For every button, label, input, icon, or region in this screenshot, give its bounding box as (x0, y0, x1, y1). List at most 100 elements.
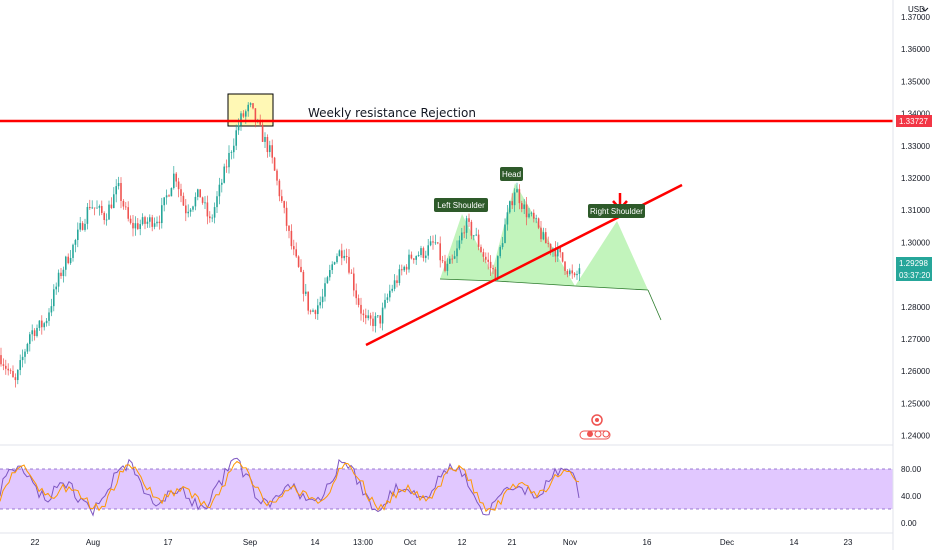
candle-body (117, 183, 120, 187)
candle-body (374, 316, 377, 327)
candle-body (144, 217, 146, 224)
currency-chevron-icon[interactable] (921, 7, 929, 12)
candle-body (86, 206, 89, 224)
last-price-badge: 1.29298 03:37:20 (896, 257, 932, 281)
candle-body (511, 201, 513, 206)
candle-body (345, 255, 348, 257)
candle-body (230, 152, 233, 153)
candle-body (333, 262, 336, 265)
candle-body (187, 211, 189, 214)
candle-body (199, 189, 201, 198)
candle-body (235, 130, 237, 146)
candle-body (60, 272, 62, 277)
candle-body (516, 189, 518, 193)
candle-body (384, 299, 386, 308)
projection-line (647, 289, 662, 321)
candle-body (189, 209, 192, 212)
candle-body (521, 203, 523, 209)
candle-body (338, 250, 341, 257)
candle-body (319, 302, 321, 306)
candle-body (101, 206, 103, 213)
candle-body (96, 207, 98, 209)
candle-body (7, 368, 9, 371)
candle-body (163, 197, 165, 206)
candle-body (470, 221, 473, 236)
candle-body (576, 273, 578, 276)
candle-body (569, 270, 571, 275)
candle-body (168, 195, 170, 197)
candle-body (549, 243, 552, 251)
candle-body (523, 204, 525, 209)
candle-body (513, 192, 516, 206)
candle-body (211, 217, 213, 219)
candle-body (444, 261, 446, 271)
left-shoulder-triangle (440, 214, 496, 281)
candle-body (475, 234, 477, 236)
candle-body (225, 166, 228, 168)
candle-body (482, 252, 485, 257)
head-badge: Head (500, 167, 523, 181)
candle-body (216, 196, 218, 208)
price-tick-label: 1.27000 (901, 335, 930, 344)
candle-body (65, 256, 67, 270)
price-tick-label: 1.33000 (901, 142, 930, 151)
candle-body (141, 217, 144, 225)
candle-body (571, 270, 573, 274)
candle-body (389, 290, 391, 298)
candle-body (252, 103, 254, 109)
candle-body (465, 218, 468, 233)
candle-body (290, 230, 293, 247)
candle-body (38, 320, 41, 328)
candle-body (29, 334, 31, 344)
candle-body (110, 204, 113, 209)
candle-body (192, 206, 194, 210)
candle-body (218, 184, 221, 197)
candle-body (477, 234, 480, 247)
candle-body (501, 243, 504, 248)
candle-body (497, 256, 499, 280)
candle-body (293, 246, 295, 250)
candle-body (197, 189, 199, 197)
candle-body (566, 270, 569, 275)
candle-body (137, 223, 139, 229)
candle-body (564, 261, 566, 271)
rsi-level-40: 40.00 (901, 492, 922, 501)
time-tick-label: 14 (790, 538, 799, 547)
candle-body (312, 310, 314, 312)
candle-body (309, 310, 312, 312)
time-tick-label: Dec (720, 538, 734, 547)
candle-body (494, 269, 497, 280)
candle-body (425, 255, 427, 258)
candle-body (170, 188, 173, 197)
neckline-path (439, 278, 649, 291)
candle-body (12, 370, 14, 378)
candle-body (240, 113, 242, 126)
time-tick-label: 14 (311, 538, 320, 547)
candle-body (331, 264, 333, 271)
head-and-shoulders-pattern (439, 183, 662, 321)
left-shoulder-badge: Left Shoulder (434, 198, 488, 212)
time-tick-label: Sep (243, 538, 258, 547)
candle-body (360, 304, 362, 314)
candle-body (377, 315, 379, 317)
time-axis[interactable]: 22 Aug 17 Sep 14 13:00 Oct 12 21 Nov 16 Dec 14 23 (31, 538, 853, 547)
candle-body (259, 120, 261, 125)
candle-body (281, 196, 283, 202)
candle-body (530, 212, 533, 214)
candle-body (417, 255, 420, 257)
candle-body (441, 260, 444, 262)
candle-body (180, 189, 182, 196)
time-tick-label: 12 (458, 538, 467, 547)
time-tick-label: Aug (86, 538, 100, 547)
candle-body (504, 224, 506, 244)
candle-body (209, 216, 211, 219)
candle-body (228, 152, 230, 168)
candle-body (45, 320, 48, 324)
candle-body (348, 256, 350, 273)
candle-body (175, 173, 177, 182)
candlestick-series (0, 102, 581, 388)
news-event-icon[interactable] (579, 414, 611, 440)
candle-body (453, 256, 456, 259)
candle-body (487, 259, 489, 262)
candle-body (420, 248, 422, 256)
